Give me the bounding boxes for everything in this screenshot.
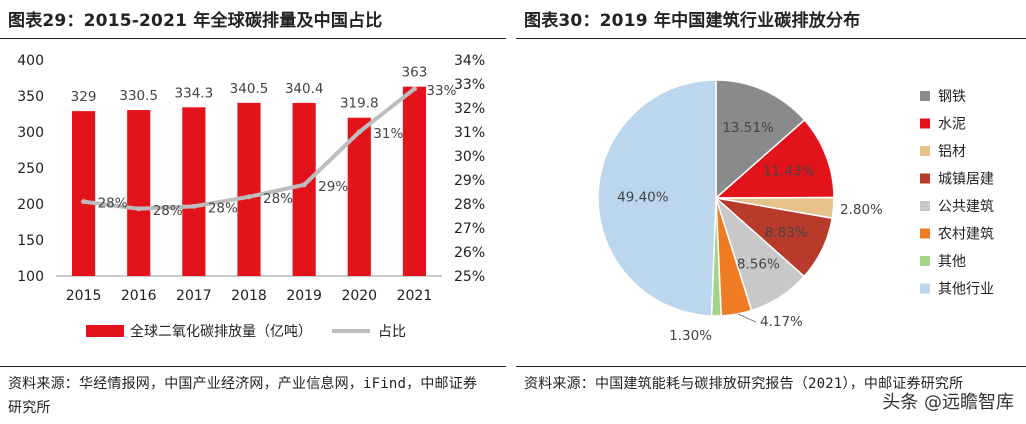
legend-label: 其他	[938, 254, 966, 270]
y-left-tick-label: 350	[17, 89, 44, 105]
y-left-tick-label: 300	[17, 125, 44, 141]
legend-swatch	[920, 146, 930, 156]
x-tick-label: 2015	[66, 288, 102, 304]
line-point	[191, 203, 197, 209]
bar-2019	[292, 102, 316, 276]
pie-value-label: 8.83%	[765, 225, 808, 241]
pie-value-label: 8.56%	[737, 256, 780, 272]
legend-swatch	[920, 283, 930, 294]
pie-value-label: 49.40%	[617, 190, 669, 206]
bar-2017	[182, 107, 206, 276]
line-value-label: 29%	[318, 179, 348, 195]
pie-value-label: 13.51%	[722, 120, 774, 136]
x-tick-label: 2018	[231, 288, 267, 304]
y-right-tick-label: 30%	[454, 149, 485, 165]
figure-30-panel: 图表30：2019 年中国建筑行业碳排放分布 13.51% 11.43% 2.80%…	[516, 0, 1026, 424]
legend-swatch	[920, 228, 930, 239]
pie-slice-1	[715, 79, 806, 200]
line-value-label: 28%	[153, 203, 183, 219]
line-point	[301, 182, 307, 188]
y-left-tick-label: 150	[17, 233, 44, 249]
y-left-tick-label: 250	[17, 161, 44, 177]
line-point	[246, 194, 252, 200]
legend-swatch	[920, 256, 930, 266]
pie-leader-line	[737, 313, 757, 323]
bar-value-label: 330.5	[119, 88, 158, 104]
watermark: 头条 @远瞻智库	[882, 388, 1014, 414]
bar-value-label: 340.4	[285, 81, 324, 97]
source-divider	[0, 366, 506, 367]
pie-value-label: 11.43%	[763, 163, 815, 179]
figure-29-panel: 图表29：2015-2021 年全球碳排量及中国占比 100 150 200 250 3…	[0, 0, 506, 424]
legend-swatch	[920, 91, 930, 101]
legend-swatch	[920, 201, 930, 211]
legend-label: 其他行业	[938, 282, 994, 298]
y-right-tick-label: 25%	[454, 269, 485, 285]
x-tick-label: 2016	[121, 288, 157, 304]
y-left-tick-label: 200	[17, 197, 44, 213]
bar-value-label: 363	[402, 65, 428, 81]
y-right-tick-label: 31%	[454, 125, 485, 141]
y-left-tick-label: 100	[17, 269, 44, 285]
source-divider	[516, 366, 1026, 367]
figure-30-title: 图表30：2019 年中国建筑行业碳排放分布	[524, 11, 861, 31]
y-right-tick-label: 26%	[454, 245, 485, 261]
legend-swatch-bar	[86, 325, 124, 337]
line-point	[356, 129, 362, 135]
line-point	[411, 86, 417, 92]
bar-2020	[347, 117, 371, 276]
line-point	[81, 199, 87, 205]
y-right-tick-label: 32%	[454, 101, 485, 117]
figure-29-title: 图表29：2015-2021 年全球碳排量及中国占比	[8, 11, 383, 31]
line-value-label: 28%	[208, 200, 238, 216]
pie-slice-8	[597, 79, 717, 317]
bar-value-label: 340.5	[230, 81, 269, 97]
combo-bar-line-chart: 100 150 200 250 300 350 400 25% 26% 27% 28% 29% 30% 3…	[17, 53, 485, 340]
bar-value-label: 329	[71, 89, 97, 105]
x-tick-label: 2019	[286, 288, 322, 304]
title-divider	[516, 38, 1026, 39]
figure-30-source: 资料来源：中国建筑能耗与碳排放研究报告（2021），中邮证券研究所	[524, 376, 964, 392]
pie-slice-2	[714, 118, 835, 199]
pie-value-label: 1.30%	[669, 328, 712, 344]
legend-label: 钢铁	[938, 89, 966, 105]
y-right-tick-label: 33%	[454, 77, 485, 93]
legend-label: 铝材	[938, 144, 966, 160]
bar-2021	[402, 86, 427, 276]
y-left-tick-label: 400	[17, 53, 44, 69]
x-tick-label: 2021	[397, 288, 433, 304]
x-tick-label: 2017	[176, 288, 212, 304]
legend-swatch	[920, 173, 930, 184]
legend-label: 城镇居建	[938, 172, 994, 188]
bar-value-label: 319.8	[340, 96, 379, 112]
bar-2018	[237, 102, 261, 276]
bar-2016	[127, 110, 151, 276]
line-value-label: 31%	[373, 126, 403, 142]
line-value-label: 28%	[98, 196, 128, 212]
line-point	[136, 206, 142, 212]
y-right-tick-label: 27%	[454, 221, 485, 237]
legend-label: 公共建筑	[938, 199, 994, 215]
legend-label-bar: 全球二氧化碳排放量（亿吨）	[130, 323, 312, 340]
y-right-tick-label: 34%	[454, 53, 485, 69]
y-right-tick-label: 29%	[454, 173, 485, 189]
line-value-label: 28%	[263, 191, 293, 207]
pie-value-label: 2.80%	[840, 202, 883, 218]
title-divider	[0, 38, 506, 39]
figure-29-source: 资料来源：华经情报网，中国产业经济网，产业信息网，iFind，中邮证券研究所	[8, 376, 478, 416]
y-right-tick-label: 28%	[454, 197, 485, 213]
legend-label-line: 占比	[378, 324, 406, 340]
pie-value-label: 4.17%	[760, 314, 803, 330]
bar-2015	[71, 111, 96, 277]
watermark-text: 头条 @远瞻智库	[882, 392, 1014, 413]
bar-value-label: 334.3	[175, 85, 214, 101]
x-tick-label: 2020	[341, 288, 377, 304]
line-value-label: 33%	[426, 83, 456, 99]
legend-swatch	[920, 118, 930, 129]
pie-chart: 13.51% 11.43% 2.80% 8.83% 8.56% 4.17% 1.30% 49.…	[597, 79, 994, 344]
legend-label: 水泥	[938, 117, 966, 133]
legend-label: 农村建筑	[938, 227, 994, 243]
